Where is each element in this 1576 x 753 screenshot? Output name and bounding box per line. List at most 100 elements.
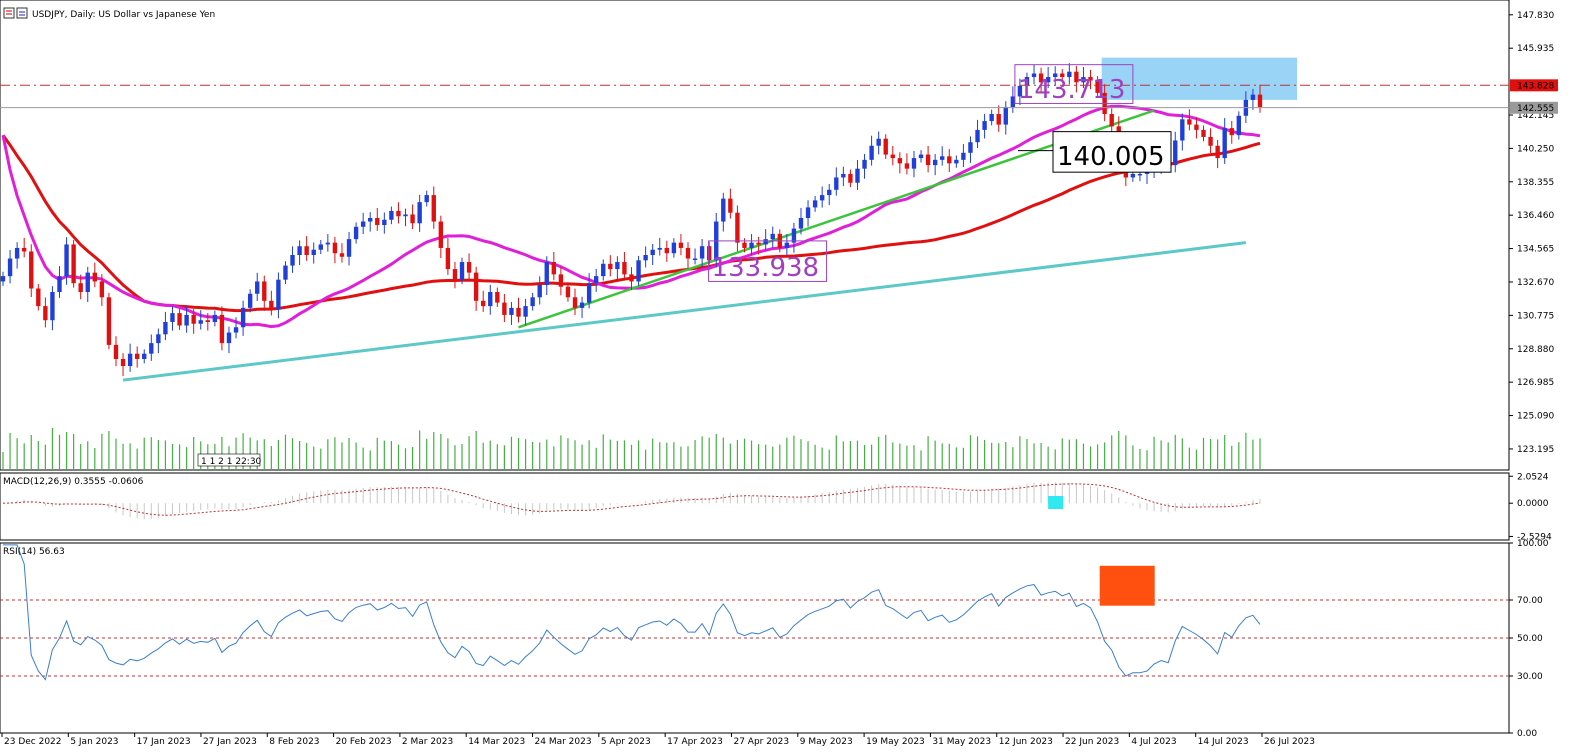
x-tick-label: 27 Jan 2023 bbox=[203, 737, 257, 747]
resistance-zone bbox=[1101, 57, 1297, 100]
y-tick-label: 134.565 bbox=[1517, 245, 1554, 255]
candle-body bbox=[127, 353, 133, 367]
candle-body bbox=[78, 283, 83, 293]
candle-body bbox=[961, 152, 966, 160]
rsi-tick-label: 50.00 bbox=[1517, 634, 1543, 644]
candle-body bbox=[622, 262, 627, 275]
candle-body bbox=[523, 306, 528, 317]
candle-body bbox=[191, 314, 196, 324]
x-tick-label: 31 May 2023 bbox=[932, 737, 991, 747]
rsi-tick-label: 0.00 bbox=[1517, 729, 1537, 739]
candle-body bbox=[120, 358, 126, 367]
candle-body bbox=[43, 306, 48, 321]
candle-body bbox=[134, 353, 140, 359]
candle-body bbox=[629, 274, 634, 282]
candle-body bbox=[805, 207, 811, 218]
candle-body bbox=[1010, 96, 1016, 107]
y-tick-label: 130.775 bbox=[1517, 311, 1554, 321]
x-tick-label: 17 Jan 2023 bbox=[137, 737, 191, 747]
candle-body bbox=[1173, 140, 1178, 166]
candle-body bbox=[198, 320, 203, 324]
candle-body bbox=[996, 114, 1001, 125]
candle-body bbox=[643, 255, 648, 261]
candle-body bbox=[594, 276, 599, 284]
candle-body bbox=[664, 247, 669, 254]
candle-body bbox=[692, 258, 698, 261]
candle-body bbox=[219, 314, 225, 344]
candle-body bbox=[459, 262, 465, 280]
candle-body bbox=[721, 198, 726, 222]
candle-body bbox=[615, 262, 620, 270]
candle-body bbox=[848, 173, 853, 183]
candle-body bbox=[14, 247, 20, 259]
candle-body bbox=[184, 314, 189, 326]
candle-body bbox=[276, 279, 281, 310]
candle-body bbox=[869, 145, 874, 160]
x-tick-label: 9 May 2023 bbox=[800, 737, 853, 747]
candle-body bbox=[579, 302, 585, 308]
x-tick-label: 5 Apr 2023 bbox=[601, 737, 651, 747]
candle-body bbox=[318, 244, 323, 250]
candle-body bbox=[841, 173, 846, 178]
candle-body bbox=[954, 159, 959, 164]
y-tick-label: 140.250 bbox=[1517, 144, 1554, 154]
x-tick-label: 5 Jan 2023 bbox=[70, 737, 118, 747]
x-tick-label: 26 Jul 2023 bbox=[1264, 737, 1315, 747]
candle-body bbox=[36, 288, 41, 307]
candle-body bbox=[163, 321, 168, 335]
candle-body bbox=[438, 221, 444, 248]
annotation-layer: 143.713 140.005 133.938 bbox=[0, 64, 1509, 283]
x-tick-label: 14 Jul 2023 bbox=[1198, 737, 1249, 747]
annotation-box-3 bbox=[708, 240, 828, 282]
candle-body bbox=[1137, 173, 1143, 176]
candle-body bbox=[297, 246, 302, 256]
candle-body bbox=[1060, 73, 1065, 78]
rsi-panel bbox=[0, 542, 1510, 734]
candle-body bbox=[586, 283, 592, 303]
window-icons[interactable] bbox=[3, 7, 28, 19]
candle-body bbox=[1038, 73, 1044, 83]
macd-tick-label: 2.0524 bbox=[1517, 472, 1549, 482]
candle-body bbox=[537, 284, 542, 298]
cyan-trendline bbox=[122, 241, 1247, 382]
candle-body bbox=[325, 242, 331, 245]
candle-body bbox=[495, 292, 500, 303]
candle-body bbox=[212, 314, 218, 322]
candle-body bbox=[827, 189, 832, 196]
candle-body bbox=[883, 138, 888, 155]
candle-body bbox=[247, 293, 253, 308]
symbol-title: USDJPY, Daily: US Dollar vs Japanese Yen bbox=[32, 10, 215, 20]
candle-body bbox=[262, 281, 267, 301]
candle-body bbox=[1095, 80, 1100, 93]
candle-body bbox=[1067, 71, 1072, 78]
candle-body bbox=[64, 244, 69, 277]
candle-body bbox=[735, 212, 740, 243]
candle-body bbox=[71, 244, 76, 284]
rsi-line bbox=[3, 544, 1261, 681]
candle-body bbox=[283, 265, 288, 280]
x-tick-label: 12 Jun 2023 bbox=[999, 737, 1053, 747]
candle-body bbox=[565, 286, 571, 298]
time-label: 1 1 2 1 22:30 bbox=[201, 457, 262, 467]
annotation-text-2: 140.005 bbox=[1057, 142, 1165, 172]
candle-body bbox=[989, 114, 994, 122]
candle-body bbox=[156, 334, 161, 344]
candle-body bbox=[339, 253, 345, 257]
resistance-zone-layer bbox=[1101, 57, 1297, 100]
x-tick-label: 20 Feb 2023 bbox=[336, 737, 392, 747]
candle-body bbox=[417, 202, 422, 224]
y-tick-label: 128.880 bbox=[1517, 345, 1554, 355]
trendline-layer bbox=[122, 109, 1247, 382]
candle-body bbox=[699, 246, 705, 259]
candle-body bbox=[353, 226, 359, 240]
candle-body bbox=[488, 292, 493, 307]
x-tick-label: 19 May 2023 bbox=[866, 737, 925, 747]
candle-body bbox=[685, 247, 691, 259]
candle-body bbox=[403, 214, 408, 217]
macd-tick-label: 0.0000 bbox=[1517, 499, 1549, 509]
candle-body bbox=[0, 276, 6, 282]
macd-tick-label: -2.5294 bbox=[1517, 532, 1552, 542]
price-tag-current-label: 142.555 bbox=[1517, 104, 1554, 114]
y-tick-label: 136.460 bbox=[1517, 211, 1554, 221]
candle-body bbox=[911, 158, 917, 169]
